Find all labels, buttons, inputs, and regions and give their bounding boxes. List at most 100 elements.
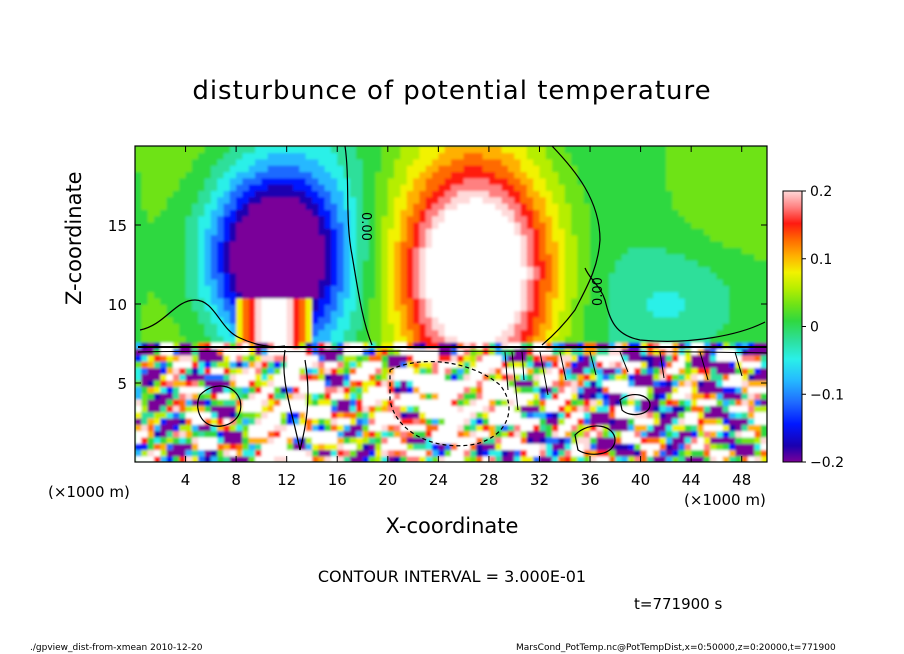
heatmap-cell — [261, 379, 269, 387]
heatmap-cell — [198, 430, 206, 438]
heatmap-cell — [703, 285, 711, 293]
heatmap-cell — [248, 417, 256, 425]
heatmap-cell — [293, 291, 301, 299]
heatmap-cell — [691, 304, 699, 312]
heatmap-cell — [381, 177, 389, 185]
heatmap-cell — [400, 259, 408, 267]
heatmap-cell — [463, 266, 471, 274]
heatmap-cell — [286, 411, 294, 419]
heatmap-cell — [343, 398, 351, 406]
heatmap-cell — [293, 259, 301, 267]
heatmap-cell — [476, 272, 484, 280]
heatmap-cell — [691, 183, 699, 191]
heatmap-cell — [476, 360, 484, 368]
heatmap-cell — [640, 272, 648, 280]
heatmap-cell — [413, 341, 421, 349]
heatmap-cell — [381, 392, 389, 400]
heatmap-cell — [280, 215, 288, 223]
heatmap-cell — [514, 272, 522, 280]
heatmap-cell — [514, 234, 522, 242]
heatmap-cell — [634, 310, 642, 318]
heatmap-cell — [533, 430, 541, 438]
heatmap-cell — [729, 247, 737, 255]
heatmap-cell — [697, 386, 705, 394]
heatmap-cell — [545, 247, 553, 255]
heatmap-cell — [210, 323, 218, 331]
heatmap-cell — [754, 158, 762, 166]
heatmap-cell — [583, 278, 591, 286]
heatmap-cell — [609, 360, 617, 368]
heatmap-cell — [659, 228, 667, 236]
heatmap-cell — [678, 329, 686, 337]
heatmap-cell — [716, 259, 724, 267]
heatmap-cell — [141, 392, 149, 400]
heatmap-cell — [406, 348, 414, 356]
heatmap-cell — [242, 373, 250, 381]
heatmap-cell — [621, 259, 629, 267]
heatmap-cell — [286, 177, 294, 185]
heatmap-cell — [476, 405, 484, 413]
heatmap-cell — [596, 171, 604, 179]
heatmap-cell — [735, 190, 743, 198]
heatmap-cell — [349, 171, 357, 179]
heatmap-cell — [337, 304, 345, 312]
heatmap-cell — [754, 398, 762, 406]
heatmap-cell — [274, 221, 282, 229]
heatmap-cell — [217, 190, 225, 198]
heatmap-cell — [451, 228, 459, 236]
heatmap-cell — [564, 405, 572, 413]
heatmap-cell — [748, 398, 756, 406]
heatmap-cell — [166, 436, 174, 444]
heatmap-cell — [400, 196, 408, 204]
heatmap-cell — [375, 354, 383, 362]
heatmap-cell — [596, 449, 604, 457]
heatmap-cell — [330, 323, 338, 331]
heatmap-cell — [236, 360, 244, 368]
heatmap-cell — [451, 430, 459, 438]
heatmap-cell — [697, 310, 705, 318]
heatmap-cell — [691, 152, 699, 160]
heatmap-cell — [665, 411, 673, 419]
heatmap-cell — [419, 392, 427, 400]
heatmap-cell — [185, 329, 193, 337]
heatmap-cell — [470, 392, 478, 400]
heatmap-cell — [729, 386, 737, 394]
heatmap-cell — [564, 291, 572, 299]
heatmap-cell — [463, 152, 471, 160]
heatmap-cell — [432, 304, 440, 312]
heatmap-cell — [425, 240, 433, 248]
heatmap-cell — [520, 398, 528, 406]
heatmap-cell — [520, 272, 528, 280]
heatmap-cell — [621, 240, 629, 248]
heatmap-cell — [748, 221, 756, 229]
heatmap-cell — [659, 373, 667, 381]
heatmap-cell — [337, 285, 345, 293]
heatmap-cell — [255, 354, 263, 362]
heatmap-cell — [248, 449, 256, 457]
heatmap-cell — [166, 240, 174, 248]
heatmap-cell — [488, 449, 496, 457]
heatmap-cell — [488, 405, 496, 413]
heatmap-cell — [406, 367, 414, 375]
heatmap-cell — [135, 449, 143, 457]
heatmap-cell — [413, 183, 421, 191]
heatmap-cell — [141, 316, 149, 324]
heatmap-cell — [375, 405, 383, 413]
heatmap-cell — [488, 443, 496, 451]
heatmap-cell — [659, 202, 667, 210]
heatmap-cell — [507, 379, 515, 387]
heatmap-cell — [286, 316, 294, 324]
heatmap-cell — [362, 285, 370, 293]
heatmap-cell — [577, 386, 585, 394]
heatmap-cell — [539, 146, 547, 154]
heatmap-cell — [634, 278, 642, 286]
heatmap-cell — [646, 259, 654, 267]
heatmap-cell — [729, 202, 737, 210]
heatmap-cell — [438, 152, 446, 160]
heatmap-cell — [406, 341, 414, 349]
heatmap-cell — [482, 266, 490, 274]
heatmap-cell — [684, 405, 692, 413]
heatmap-cell — [520, 190, 528, 198]
heatmap-cell — [697, 165, 705, 173]
